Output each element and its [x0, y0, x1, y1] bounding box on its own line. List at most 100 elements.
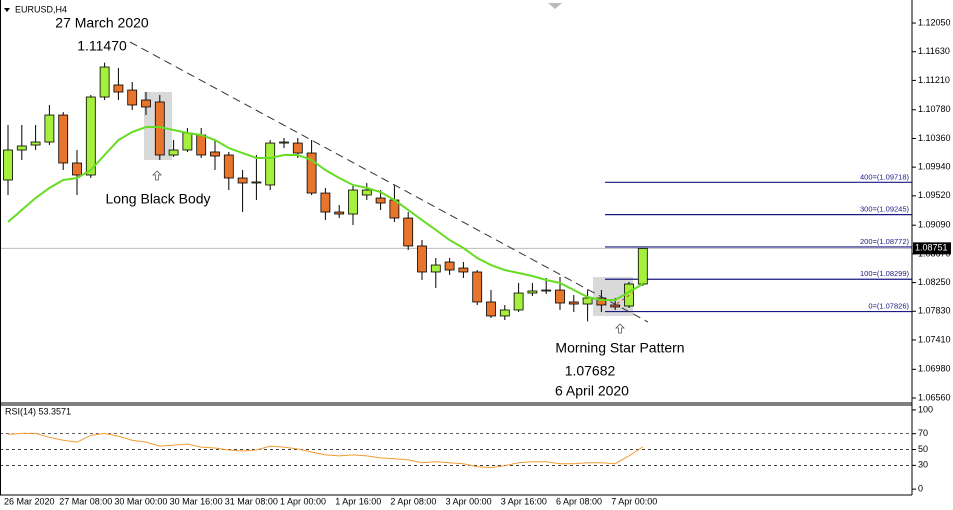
- candle-body: [348, 189, 358, 215]
- candle-body: [279, 141, 289, 144]
- rsi-label: RSI(14) 53.3571: [5, 406, 71, 416]
- annotation: 6 April 2020: [555, 383, 629, 399]
- y-tick-label: 30: [918, 460, 928, 470]
- pattern-line: [611, 291, 635, 308]
- symbol-label: EURUSD,H4: [15, 4, 67, 14]
- candle-body: [486, 301, 496, 317]
- candle-body: [610, 304, 621, 308]
- y-tick-label: 1.10780: [918, 104, 951, 114]
- candle-body: [72, 162, 82, 176]
- y-tick-label: 1.09940: [918, 162, 951, 172]
- candle-body: [320, 192, 331, 213]
- candle-body: [141, 99, 151, 108]
- candle-body: [182, 132, 193, 151]
- x-tick-label: 26 Mar 2020: [4, 496, 55, 506]
- trend-line: [129, 41, 649, 323]
- y-tick-label: 1.07830: [918, 306, 951, 316]
- current-price-label: 1.08751: [915, 243, 948, 253]
- y-tick-label: 50: [918, 444, 928, 454]
- y-tick-label: 1.10360: [918, 133, 951, 143]
- y-tick-label: 1.09090: [918, 220, 951, 230]
- candle-body: [555, 289, 565, 304]
- candle-body: [568, 301, 579, 305]
- x-tick-label: 6 Apr 08:00: [556, 496, 602, 506]
- candle-body: [334, 211, 345, 215]
- candle-body: [637, 247, 648, 285]
- y-tick-label: 70: [918, 428, 928, 438]
- candle-body: [30, 141, 41, 146]
- y-tick-label: 1.11210: [918, 75, 950, 85]
- candle-body: [237, 177, 248, 184]
- annotation: 1.11470: [77, 38, 127, 54]
- candle-body: [85, 96, 96, 176]
- fib-label: 0=(1.07826): [868, 302, 909, 311]
- candle-body: [458, 267, 469, 273]
- candle-body: [417, 245, 427, 273]
- candle-body: [58, 114, 69, 164]
- fib-label: 400=(1.09718): [860, 172, 910, 181]
- x-tick-label: 7 Apr 00:00: [611, 496, 657, 506]
- x-tick-label: 3 Apr 00:00: [446, 496, 492, 506]
- candle-body: [513, 292, 524, 311]
- y-tick-label: 1.12050: [918, 17, 951, 27]
- candle-body: [375, 197, 386, 204]
- menu-triangle: [4, 8, 10, 12]
- candle-body: [403, 217, 414, 247]
- candle-body: [251, 181, 262, 184]
- candle-body: [196, 134, 207, 156]
- candle-body: [582, 297, 593, 305]
- candle-body: [444, 261, 455, 271]
- y-tick-label: 100: [918, 404, 933, 414]
- candle-body: [265, 142, 276, 186]
- candle-body: [472, 271, 483, 303]
- arrow-icon: [615, 323, 625, 334]
- y-tick-label: 1.07410: [918, 334, 951, 344]
- candle-body: [499, 309, 510, 317]
- candle-body: [306, 152, 317, 194]
- current-price-box: [913, 242, 951, 255]
- x-tick-label: 27 Mar 08:00: [59, 496, 112, 506]
- candle-body: [3, 149, 13, 181]
- candle-body: [113, 84, 124, 93]
- y-tick-label: 1.06980: [918, 364, 951, 374]
- x-tick-label: 30 Mar 16:00: [170, 496, 223, 506]
- y-tick-label: 1.11630: [918, 46, 950, 56]
- x-tick-label: 31 Mar 08:00: [225, 496, 278, 506]
- shift-marker: [548, 3, 562, 9]
- candle-body: [168, 149, 179, 156]
- candle-body: [127, 89, 138, 106]
- fib-label: 300=(1.09245): [860, 205, 910, 214]
- x-tick-label: 2 Apr 08:00: [390, 496, 436, 506]
- candle-body: [541, 289, 552, 292]
- y-tick-label: 1.09520: [918, 190, 951, 200]
- candle-body: [223, 154, 234, 179]
- candle-body: [16, 145, 27, 151]
- candle-body: [99, 66, 110, 98]
- candle-body: [44, 114, 55, 143]
- x-tick-label: 30 Mar 00:00: [114, 496, 167, 506]
- x-tick-label: 1 Apr 16:00: [335, 496, 381, 506]
- arrow-icon: [152, 170, 162, 181]
- annotation: Long Black Body: [105, 191, 210, 207]
- candle-body: [292, 142, 303, 154]
- rsi-line: [7, 432, 644, 469]
- candle-body: [430, 264, 441, 273]
- chart-front: 1.12050 1.11630 1.11210 1.10780 1.10360 1.099…: [4, 17, 951, 506]
- fib-label: 200=(1.08772): [860, 237, 910, 246]
- y-tick-label: 0: [918, 484, 923, 494]
- fib-label: 100=(1.08299): [860, 269, 910, 278]
- moving-average: [7, 126, 644, 301]
- y-tick-label: 1.08250: [918, 277, 951, 287]
- annotation: 1.07682: [565, 363, 616, 379]
- candle-body: [527, 290, 538, 294]
- y-tick-label: 1.06560: [918, 392, 951, 402]
- candle-body: [361, 189, 372, 196]
- x-tick-label: 1 Apr 00:00: [280, 496, 326, 506]
- annotation: 27 March 2020: [55, 15, 149, 31]
- x-tick-label: 3 Apr 16:00: [501, 496, 547, 506]
- candle-body: [596, 297, 607, 306]
- candle-body: [210, 151, 220, 157]
